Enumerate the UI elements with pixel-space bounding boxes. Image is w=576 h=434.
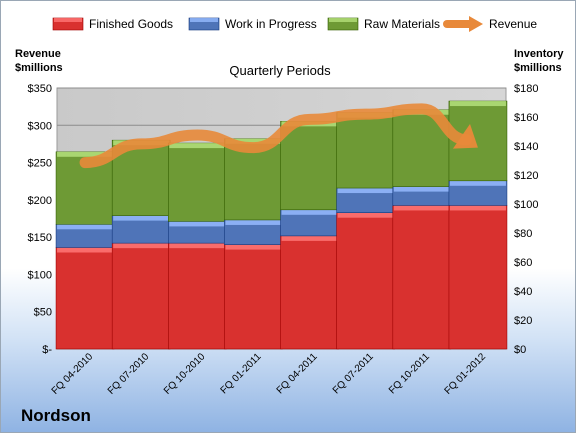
left-axis-ticks: $- $50 $100 $150 $200 $250 $300 $350: [28, 83, 53, 356]
left-axis-label-line1: Revenue: [15, 48, 61, 60]
bar-cap-finished-goods: [450, 205, 506, 210]
bar-finished-goods: [168, 243, 226, 349]
bar-cap-finished-goods: [338, 213, 394, 218]
right-axis-label-line1: Inventory: [514, 48, 564, 60]
bar-finished-goods: [112, 243, 170, 349]
left-tick-label: $-: [42, 344, 52, 356]
category-label: FQ 04-2011: [275, 351, 320, 396]
bar-raw-materials: [337, 113, 395, 188]
bar-cap-finished-goods: [57, 248, 113, 253]
category-label: FQ 10-2010: [162, 351, 208, 397]
right-tick-label: $0: [514, 344, 526, 356]
category-label: FQ 04-2010: [50, 351, 96, 397]
left-tick-label: $50: [34, 307, 52, 319]
bar-cap-finished-goods: [225, 245, 281, 250]
bar-cap-work-in-progress: [338, 188, 394, 193]
legend-label-raw-materials: Raw Materials: [364, 17, 440, 31]
category-label: FQ 07-2011: [331, 351, 376, 396]
bar-finished-goods: [56, 248, 114, 350]
category-label: FQ 01-2011: [219, 351, 264, 396]
left-tick-label: $300: [28, 120, 52, 132]
category-label: FQ 07-2010: [106, 351, 152, 397]
legend-label-finished-goods: Finished Goods: [89, 17, 173, 31]
right-tick-label: $100: [514, 199, 538, 211]
bar-cap-finished-goods: [113, 243, 169, 248]
category-label: FQ 01-2012: [443, 351, 489, 397]
right-tick-label: $180: [514, 83, 538, 95]
legend-swatch-arrow: [469, 16, 483, 32]
right-tick-label: $80: [514, 228, 532, 240]
legend-label-revenue: Revenue: [489, 17, 537, 31]
bar-raw-materials: [168, 143, 226, 221]
bar-cap-work-in-progress: [169, 221, 225, 226]
bar-cap-raw-materials: [450, 101, 506, 106]
left-tick-label: $250: [28, 158, 52, 170]
legend-label-work-in-progress: Work in Progress: [225, 17, 317, 31]
left-axis-label-line2: $millions: [15, 62, 63, 74]
bar-cap-work-in-progress: [282, 210, 338, 215]
right-tick-label: $40: [514, 286, 532, 298]
left-tick-label: $150: [28, 232, 52, 244]
bar-cap-raw-materials: [169, 143, 225, 148]
legend-swatch-cap: [54, 18, 82, 22]
right-tick-label: $20: [514, 315, 532, 327]
bar-raw-materials: [281, 121, 339, 209]
right-tick-label: $60: [514, 257, 532, 269]
company-name: Nordson: [21, 406, 91, 426]
left-tick-label: $350: [28, 83, 52, 95]
bar-cap-work-in-progress: [225, 220, 281, 225]
legend-swatch-cap: [329, 18, 357, 22]
left-tick-label: $200: [28, 195, 52, 207]
right-axis-label-line2: $millions: [514, 62, 562, 74]
bar-finished-goods: [337, 213, 395, 349]
bar-cap-work-in-progress: [57, 224, 113, 229]
bar-cap-work-in-progress: [450, 181, 506, 186]
right-axis-ticks: $0 $20 $40 $60 $80 $100 $120 $140 $160 $180: [514, 83, 538, 356]
bar-cap-work-in-progress: [394, 187, 450, 192]
chart-title: Quarterly Periods: [229, 63, 331, 78]
right-tick-label: $120: [514, 170, 538, 182]
category-label: FQ 10-2011: [387, 351, 432, 396]
right-tick-label: $140: [514, 141, 538, 153]
left-tick-label: $100: [28, 269, 52, 281]
right-tick-label: $160: [514, 112, 538, 124]
bar-finished-goods: [281, 236, 339, 349]
bar-cap-finished-goods: [282, 236, 338, 241]
bar-cap-work-in-progress: [113, 216, 169, 221]
bar-finished-goods: [224, 245, 282, 349]
legend: Finished Goods Work in Progress Raw Materi…: [53, 16, 537, 32]
legend-swatch-cap: [190, 18, 218, 22]
bar-finished-goods: [449, 205, 507, 349]
bar-cap-finished-goods: [169, 243, 225, 248]
bar-cap-finished-goods: [394, 205, 450, 210]
bar-finished-goods: [393, 205, 451, 349]
